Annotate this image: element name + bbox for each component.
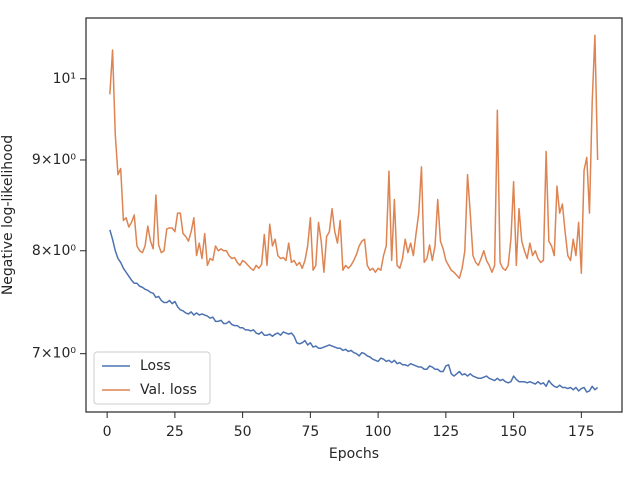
y-tick-label: 10¹ (53, 71, 76, 87)
y-tick-label: 8×10⁰ (32, 243, 76, 259)
plot-frame (85, 17, 623, 413)
x-tick-label: 25 (166, 424, 184, 440)
x-tick-label: 75 (301, 424, 319, 440)
x-tick-label: 50 (234, 424, 252, 440)
line (109, 229, 599, 393)
legend-label: Val. loss (140, 382, 197, 398)
x-tick-label: 175 (568, 424, 595, 440)
y-tick-label: 9×10⁰ (32, 152, 76, 168)
line (109, 34, 599, 279)
x-axis-label: Epochs (329, 446, 379, 462)
x-tick-label: 100 (365, 424, 392, 440)
x-tick-label: 125 (432, 424, 459, 440)
legend-label: Loss (140, 358, 171, 374)
x-tick-label: 150 (500, 424, 527, 440)
legend-box (93, 351, 211, 405)
x-tick-label: 0 (103, 424, 112, 440)
y-tick-label: 7×10⁰ (32, 346, 76, 362)
y-axis-label: Negative log-likelihood (0, 135, 16, 295)
